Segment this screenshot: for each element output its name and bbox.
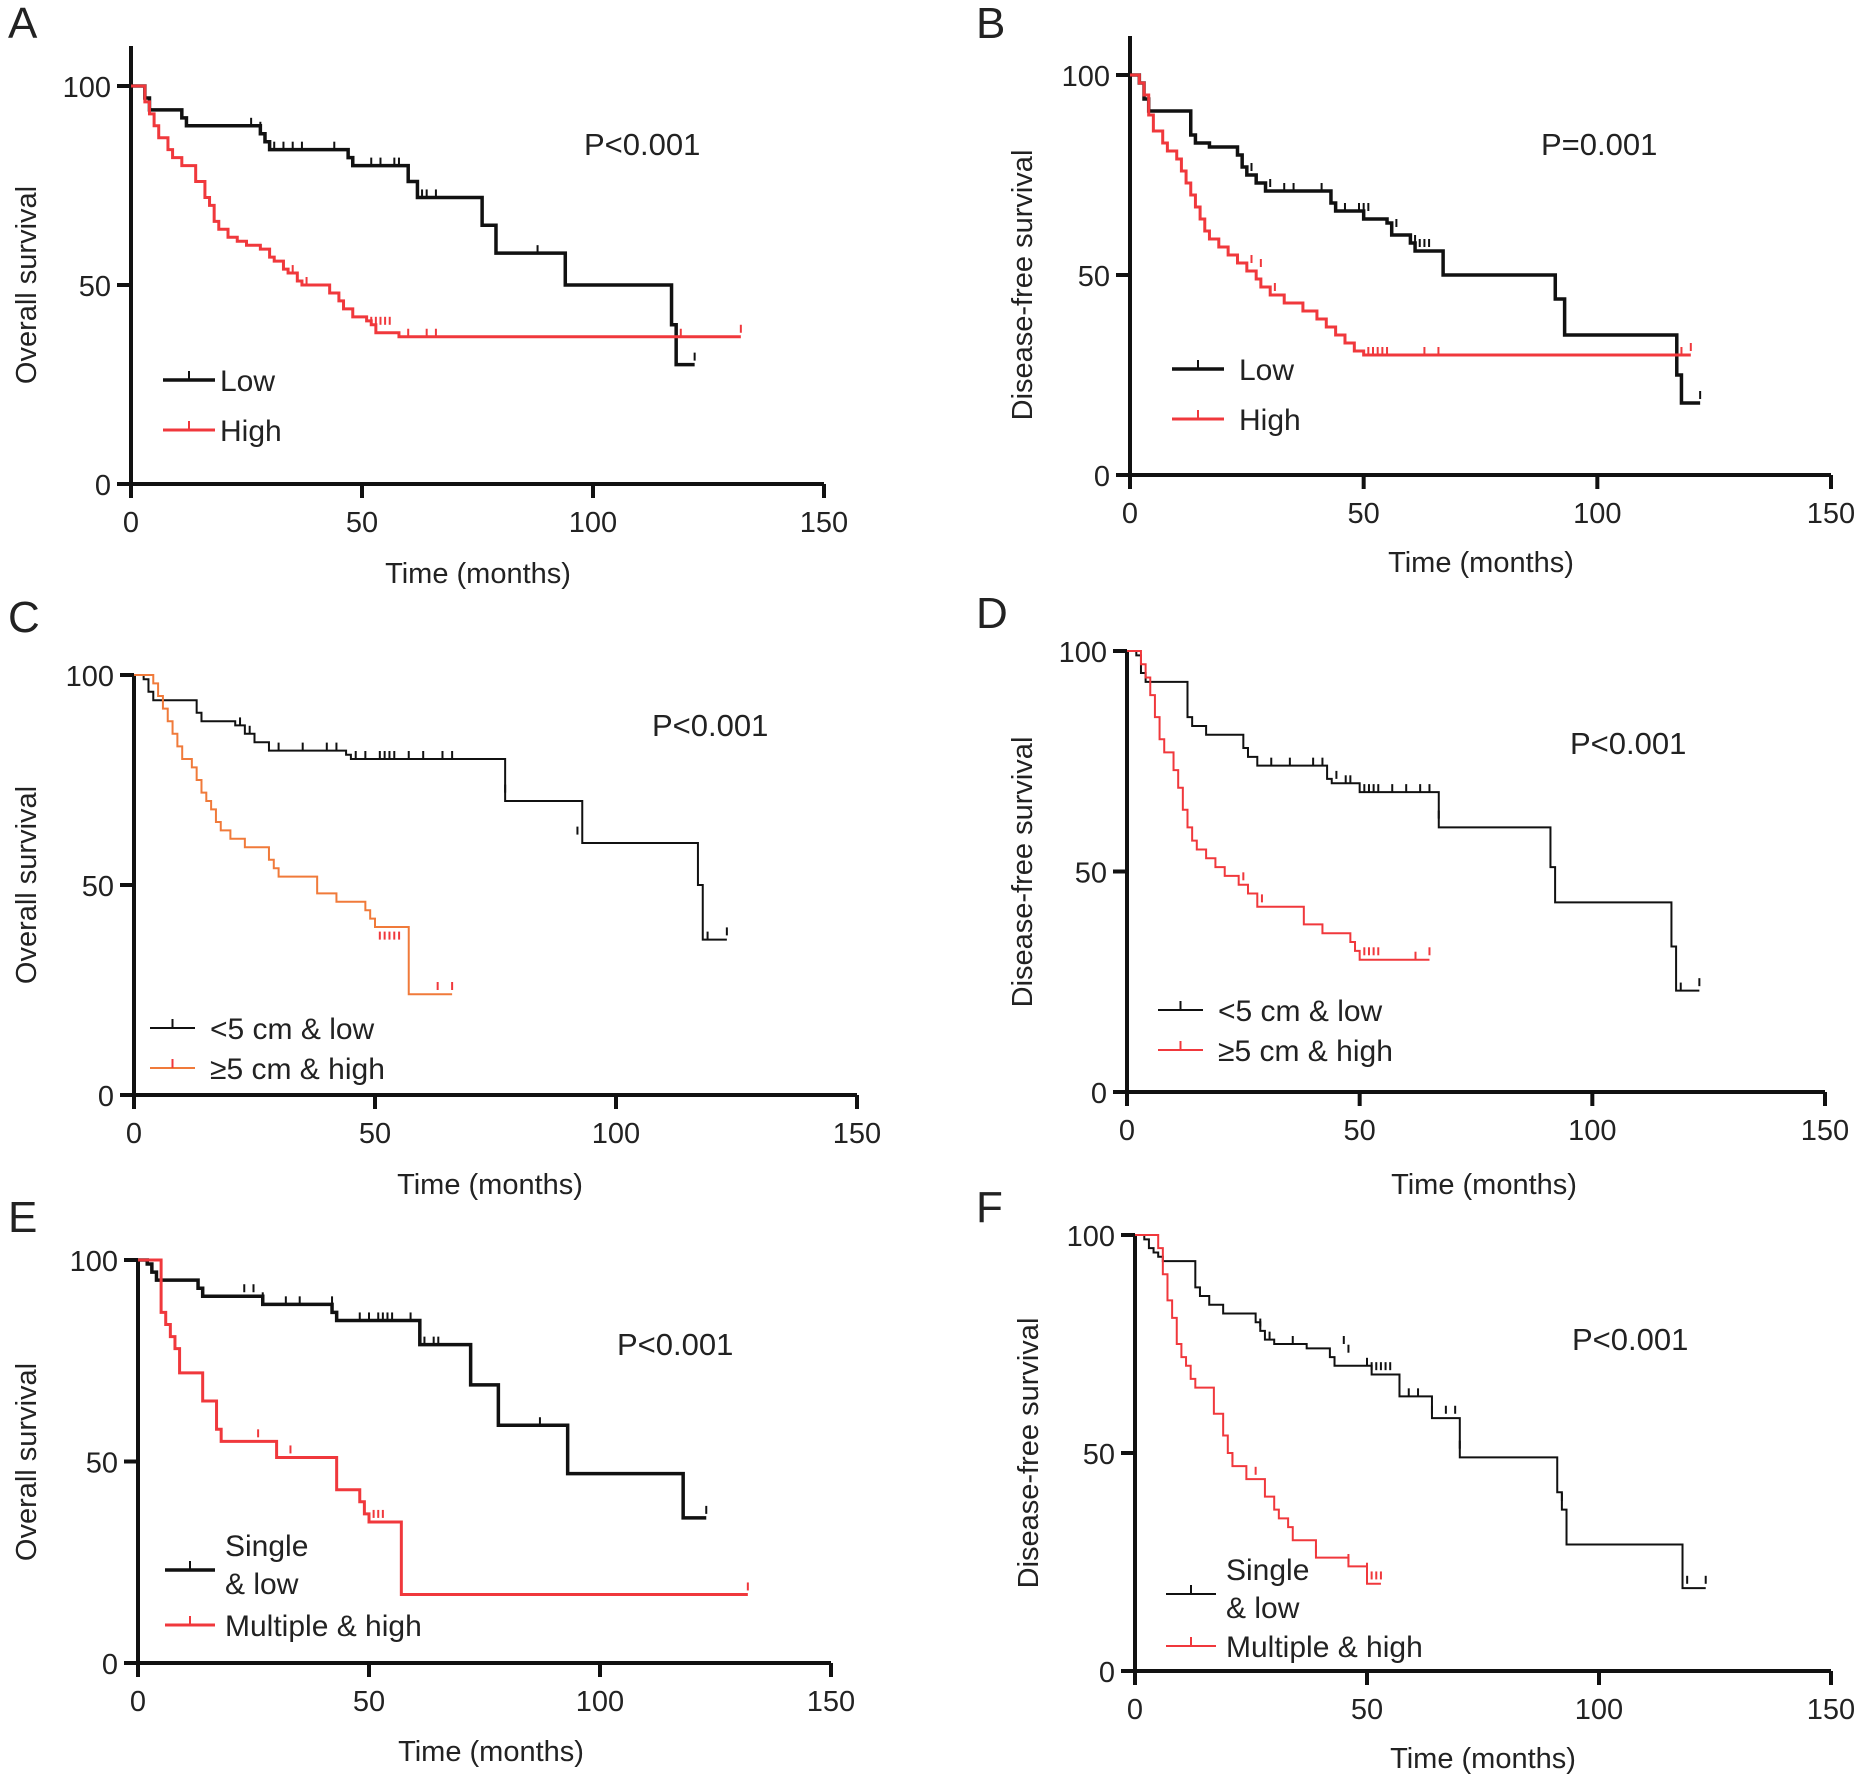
x-tick-label: 0 <box>123 507 139 539</box>
panel-label-e: E <box>8 1193 37 1242</box>
legend-label: <5 cm & low <box>1218 995 1383 1028</box>
x-tick-label: 0 <box>1127 1694 1143 1726</box>
y-tick-label: 0 <box>1094 461 1110 493</box>
y-tick-label: 50 <box>82 871 114 903</box>
survival-curve-low <box>1127 650 1700 992</box>
panel-label-d: D <box>976 589 1008 638</box>
y-axis-label-a: Overall survival <box>11 186 43 384</box>
legend-label: High <box>220 415 282 448</box>
legend-label: ≥5 cm & high <box>210 1053 385 1086</box>
survival-curve-high <box>1135 1234 1381 1585</box>
p-value-e: P<0.001 <box>617 1327 733 1362</box>
p-value-d: P<0.001 <box>1570 726 1686 761</box>
p-value-c: P<0.001 <box>652 708 768 743</box>
panel-e: E P<0.001 Time (months) Overall survival… <box>8 1193 855 1768</box>
x-axis-label-a: Time (months) <box>385 558 571 590</box>
x-tick-label: 150 <box>800 507 848 539</box>
survival-curve-high <box>131 84 741 339</box>
y-axis-label-b: Disease-free survival <box>1007 150 1039 421</box>
survival-curve-low <box>131 84 695 367</box>
x-tick-label: 100 <box>592 1118 640 1150</box>
y-axis-label-c: Overall survival <box>11 786 43 984</box>
survival-curve-high <box>134 674 453 996</box>
x-tick-label: 100 <box>1568 1115 1616 1147</box>
x-axis-label-b: Time (months) <box>1388 547 1574 579</box>
legend-label: Single <box>225 1530 308 1563</box>
x-tick-label: 100 <box>576 1686 624 1718</box>
y-tick-label: 100 <box>1059 637 1107 669</box>
x-tick-label: 0 <box>126 1118 142 1150</box>
y-tick-label: 100 <box>1067 1221 1115 1253</box>
x-tick-label: 0 <box>1122 498 1138 530</box>
survival-curve-high <box>1130 73 1691 357</box>
panel-label-c: C <box>8 593 40 642</box>
legend-label: Multiple & high <box>1226 1631 1423 1664</box>
legend-label: & low <box>1226 1592 1300 1625</box>
x-tick-label: 150 <box>807 1686 855 1718</box>
x-tick-label: 0 <box>130 1686 146 1718</box>
x-tick-label: 50 <box>1348 498 1380 530</box>
panel-b: B P=0.001 Time (months) Disease-free sur… <box>976 0 1855 579</box>
panel-label-a: A <box>8 0 38 48</box>
x-tick-label: 150 <box>833 1118 881 1150</box>
y-tick-label: 50 <box>79 271 111 303</box>
panel-c: C P<0.001 Time (months) Overall survival… <box>8 593 881 1201</box>
x-axis-label-c: Time (months) <box>397 1169 583 1201</box>
y-tick-label: 0 <box>102 1649 118 1681</box>
survival-curve-low <box>1135 1234 1706 1590</box>
y-tick-label: 50 <box>1078 261 1110 293</box>
y-tick-label: 0 <box>1091 1078 1107 1110</box>
survival-curve-high <box>1127 650 1430 961</box>
y-tick-label: 0 <box>1099 1657 1115 1689</box>
y-tick-label: 100 <box>1062 61 1110 93</box>
x-axis-label-e: Time (months) <box>398 1736 584 1768</box>
y-axis-label-f: Disease-free survival <box>1013 1318 1045 1589</box>
survival-curve-low <box>134 674 727 941</box>
panel-f: F P<0.001 Time (months) Disease-free sur… <box>976 1183 1855 1775</box>
y-tick-label: 100 <box>70 1246 118 1278</box>
survival-curve-low <box>138 1258 707 1520</box>
x-tick-label: 50 <box>359 1118 391 1150</box>
y-tick-label: 50 <box>86 1448 118 1480</box>
y-tick-label: 0 <box>95 470 111 502</box>
x-tick-label: 150 <box>1801 1115 1849 1147</box>
x-tick-label: 100 <box>569 507 617 539</box>
p-value-a: P<0.001 <box>584 127 700 162</box>
legend-label: Multiple & high <box>225 1610 422 1643</box>
y-tick-label: 50 <box>1083 1439 1115 1471</box>
y-tick-label: 100 <box>63 72 111 104</box>
legend-label: & low <box>225 1568 299 1601</box>
legend-label: High <box>1239 404 1301 437</box>
legend-label: ≥5 cm & high <box>1218 1035 1393 1068</box>
panel-d: D P<0.001 Time (months) Disease-free sur… <box>976 589 1849 1201</box>
y-tick-label: 100 <box>66 661 114 693</box>
legend-label: Single <box>1226 1554 1309 1587</box>
x-tick-label: 50 <box>1351 1694 1383 1726</box>
legend-label: <5 cm & low <box>210 1013 375 1046</box>
x-tick-label: 0 <box>1119 1115 1135 1147</box>
panel-a: A P<0.001 Time (months) Overall survival… <box>8 0 848 590</box>
x-tick-label: 50 <box>1344 1115 1376 1147</box>
p-value-b: P=0.001 <box>1541 127 1657 162</box>
legend-label: Low <box>1239 354 1294 387</box>
panel-label-f: F <box>976 1183 1003 1232</box>
y-tick-label: 50 <box>1075 858 1107 890</box>
legend-label: Low <box>220 365 275 398</box>
panel-label-b: B <box>976 0 1005 48</box>
p-value-f: P<0.001 <box>1572 1322 1688 1357</box>
x-tick-label: 50 <box>353 1686 385 1718</box>
x-tick-label: 150 <box>1807 498 1855 530</box>
survival-curve-high <box>138 1258 748 1596</box>
x-tick-label: 100 <box>1575 1694 1623 1726</box>
y-axis-label-e: Overall survival <box>11 1363 43 1561</box>
x-tick-label: 50 <box>346 507 378 539</box>
y-tick-label: 0 <box>98 1081 114 1113</box>
x-axis-label-d: Time (months) <box>1391 1169 1577 1201</box>
x-axis-label-f: Time (months) <box>1390 1743 1576 1775</box>
y-axis-label-d: Disease-free survival <box>1007 737 1039 1008</box>
x-tick-label: 100 <box>1573 498 1621 530</box>
survival-curve-low <box>1130 73 1701 405</box>
x-tick-label: 150 <box>1807 1694 1855 1726</box>
